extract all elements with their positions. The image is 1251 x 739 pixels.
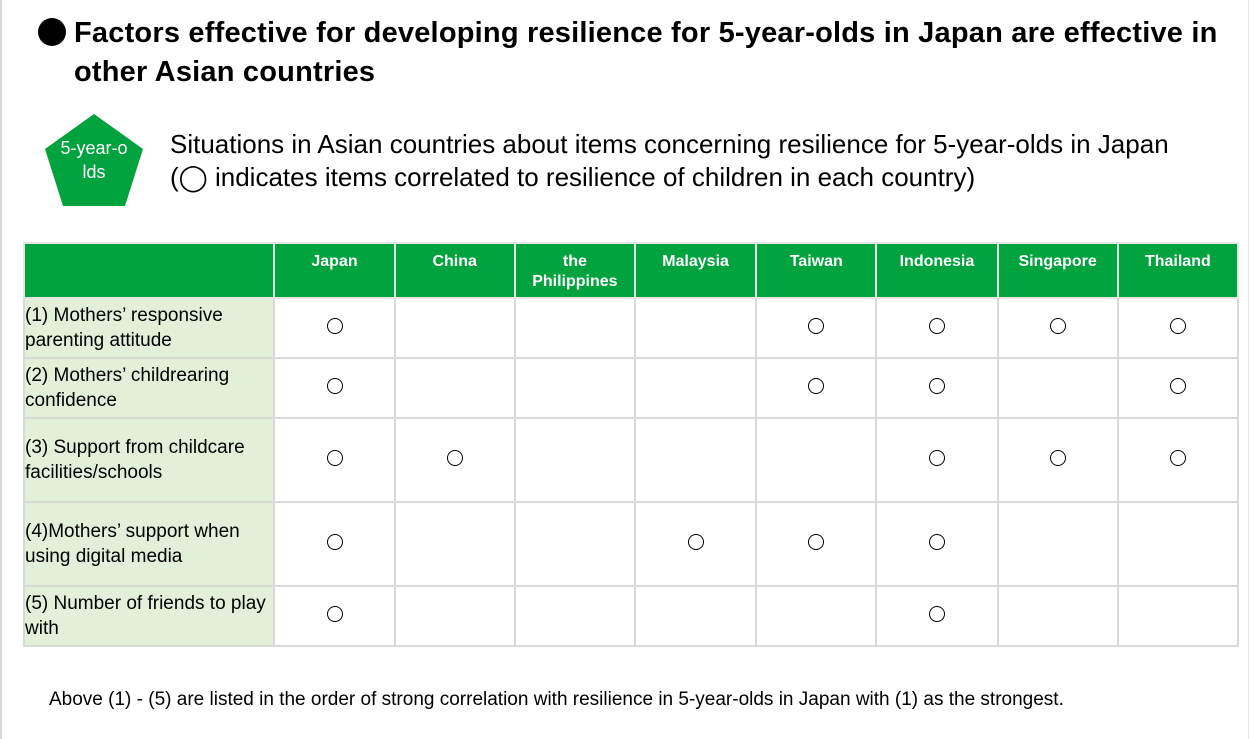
table-row: (4)Mothers’ support when using digital m…	[22, 501, 1240, 587]
table-cell	[996, 501, 1119, 587]
correlation-circle-icon	[1169, 317, 1186, 334]
table-row: (3) Support from childcare facilities/sc…	[22, 417, 1240, 503]
correlation-circle-icon	[928, 605, 945, 622]
table-cell	[1116, 585, 1240, 647]
table-cell	[633, 585, 758, 647]
correlation-circle-icon	[326, 317, 343, 334]
correlation-circle-icon	[1049, 449, 1066, 466]
table-cell	[393, 417, 516, 503]
correlation-circle-icon	[808, 533, 825, 550]
table-cell	[273, 501, 396, 587]
table-cell	[875, 585, 999, 647]
correlation-circle-icon	[928, 533, 945, 550]
table-cell	[996, 585, 1119, 647]
correlation-circle-icon	[928, 449, 945, 466]
correlation-circle-icon	[1169, 377, 1186, 394]
table-cell	[633, 417, 758, 503]
col-header-malaysia: Malaysia	[633, 242, 758, 299]
row-label: (3) Support from childcare facilities/sc…	[22, 417, 276, 503]
table-cell	[393, 357, 516, 419]
footnote: Above (1) - (5) are listed in the order …	[49, 689, 1064, 710]
table-cell	[633, 501, 758, 587]
table-cell	[273, 417, 396, 503]
table-cell	[393, 501, 516, 587]
table-cell	[755, 297, 878, 359]
correlation-circle-icon	[446, 449, 463, 466]
correlation-circle-icon	[928, 377, 945, 394]
table-cell	[755, 357, 878, 419]
page-title: Factors effective for developing resilie…	[74, 17, 1218, 88]
resilience-table: Japan China the Philippines Malaysia Tai…	[22, 242, 1240, 647]
table-cell	[393, 297, 516, 359]
subtitle-line-2: (◯ indicates items correlated to resilie…	[170, 162, 976, 192]
table-cell	[755, 585, 878, 647]
table-cell	[755, 417, 878, 503]
table-row: (5) Number of friends to play with	[22, 585, 1240, 647]
table-cell	[1116, 297, 1240, 359]
header-row: Japan China the Philippines Malaysia Tai…	[22, 242, 1240, 299]
correlation-circle-icon	[326, 533, 343, 550]
table-subtitle: Situations in Asian countries about item…	[170, 128, 1250, 194]
row-label: (1) Mothers’ responsive parenting attitu…	[22, 297, 276, 359]
table-cell	[1116, 357, 1240, 419]
correlation-circle-icon	[808, 377, 825, 394]
table-cell	[755, 501, 878, 587]
subtitle-line-1: Situations in Asian countries about item…	[170, 129, 1169, 159]
row-label: (2) Mothers’ childrearing confidence	[22, 357, 276, 419]
bullet-icon	[38, 18, 66, 46]
table-cell	[1116, 417, 1240, 503]
correlation-circle-icon	[326, 377, 343, 394]
left-border	[0, 0, 2, 739]
table-cell	[513, 417, 636, 503]
table-cell	[273, 357, 396, 419]
table-cell	[996, 297, 1119, 359]
col-header-china: China	[393, 242, 516, 299]
col-header-philippines: the Philippines	[513, 242, 636, 299]
table-cell	[996, 417, 1119, 503]
table-cell	[875, 417, 999, 503]
col-header-indonesia: Indonesia	[875, 242, 999, 299]
age-badge: 5-year-olds	[45, 114, 143, 206]
col-header-japan: Japan	[273, 242, 396, 299]
correlation-circle-icon	[326, 449, 343, 466]
correlation-circle-icon	[808, 317, 825, 334]
correlation-circle-icon	[1169, 449, 1186, 466]
row-label: (4)Mothers’ support when using digital m…	[22, 501, 276, 587]
badge-label: 5-year-olds	[45, 136, 143, 184]
table-cell	[513, 585, 636, 647]
correlation-circle-icon	[326, 605, 343, 622]
table-cell	[513, 501, 636, 587]
right-border	[1248, 0, 1249, 739]
table-cell	[273, 297, 396, 359]
col-header-thailand: Thailand	[1116, 242, 1240, 299]
table-cell	[633, 357, 758, 419]
table-row: (1) Mothers’ responsive parenting attitu…	[22, 297, 1240, 359]
correlation-circle-icon	[687, 533, 704, 550]
row-label: (5) Number of friends to play with	[22, 585, 276, 647]
correlation-circle-icon	[1049, 317, 1066, 334]
badge-label-text: 5-year-olds	[60, 138, 128, 182]
pentagon-icon	[45, 114, 143, 206]
table-cell	[513, 297, 636, 359]
table-row: (2) Mothers’ childrearing confidence	[22, 357, 1240, 419]
table-cell	[513, 357, 636, 419]
correlation-circle-icon	[928, 317, 945, 334]
header-corner	[22, 242, 276, 299]
table-cell	[996, 357, 1119, 419]
table-cell	[875, 501, 999, 587]
col-header-singapore: Singapore	[996, 242, 1119, 299]
table-cell	[273, 585, 396, 647]
table-cell	[633, 297, 758, 359]
table-cell	[393, 585, 516, 647]
col-header-taiwan: Taiwan	[755, 242, 878, 299]
page-heading: Factors effective for developing resilie…	[38, 14, 1218, 92]
table-cell	[875, 297, 999, 359]
table-cell	[875, 357, 999, 419]
table-cell	[1116, 501, 1240, 587]
